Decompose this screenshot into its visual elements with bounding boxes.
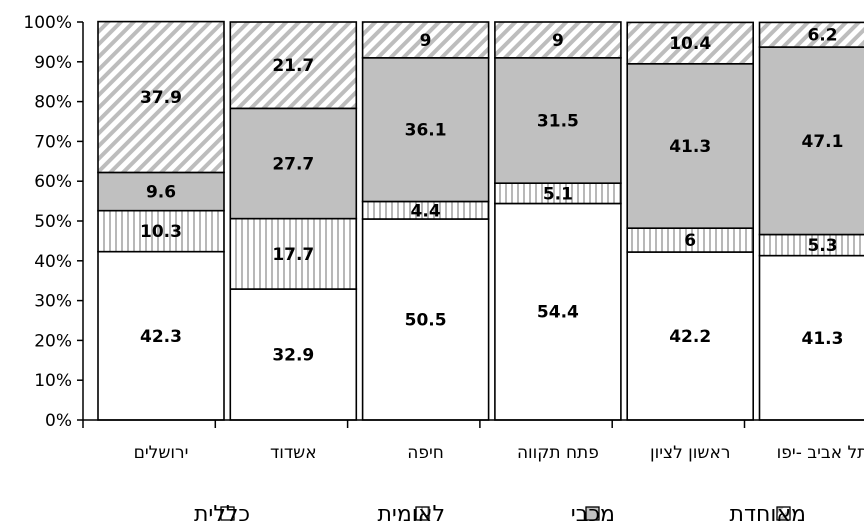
category-label: פתח תקווה xyxy=(517,443,599,463)
data-label: 6 xyxy=(684,231,696,251)
y-tick-label: 80% xyxy=(34,93,72,113)
bar-segment xyxy=(626,251,755,421)
bar-segment xyxy=(229,217,358,290)
bar-segment xyxy=(494,21,622,59)
bar-segment xyxy=(361,21,490,59)
category-label: ראשון לציון xyxy=(650,443,730,463)
bar-segment xyxy=(97,20,225,174)
bar-segment xyxy=(229,288,358,421)
y-tick-label: 50% xyxy=(34,212,72,232)
y-tick-label: 30% xyxy=(34,292,72,312)
data-label: 41.3 xyxy=(669,137,711,157)
legend-swatch xyxy=(776,506,791,521)
data-label: 42.3 xyxy=(140,327,182,347)
bar-segment xyxy=(97,250,225,421)
data-label: 5.1 xyxy=(543,184,573,204)
y-tick-label: 60% xyxy=(34,172,72,192)
bar-segment xyxy=(494,57,622,184)
data-label: 31.5 xyxy=(537,112,579,132)
y-tick-label: 90% xyxy=(34,53,72,73)
legend-swatch xyxy=(415,506,430,521)
bar-segment xyxy=(229,107,358,220)
data-label: 42.2 xyxy=(669,327,711,347)
category-label: חיפה xyxy=(407,443,444,463)
bar-segment xyxy=(229,21,358,110)
bar-segment xyxy=(758,46,864,236)
y-tick-label: 0% xyxy=(45,411,72,431)
data-label: 32.9 xyxy=(272,346,314,366)
bar-segment xyxy=(626,62,755,229)
y-tick-label: 10% xyxy=(34,371,72,391)
bar-segment xyxy=(758,254,864,421)
category-label: תל אביב -יפו xyxy=(777,443,864,463)
data-label: 9.6 xyxy=(146,183,176,203)
legend-label: כללית xyxy=(194,502,250,527)
legend-label: מכבי xyxy=(571,502,615,527)
data-label: 21.7 xyxy=(272,56,314,76)
data-label: 10.3 xyxy=(140,222,182,242)
data-label: 10.4 xyxy=(669,34,711,54)
data-label: 50.5 xyxy=(405,311,447,331)
y-tick-label: 70% xyxy=(34,132,72,152)
data-label: 41.3 xyxy=(802,329,844,349)
y-tick-label: 20% xyxy=(34,331,72,351)
data-label: 54.4 xyxy=(537,303,579,323)
data-label: 47.1 xyxy=(802,132,844,152)
legend-swatch xyxy=(220,506,235,521)
data-label: 9 xyxy=(552,31,564,51)
category-label: אשדוד xyxy=(270,443,317,463)
legend-label: לאומית xyxy=(377,502,445,527)
data-label: 4.4 xyxy=(411,201,441,221)
data-label: 17.7 xyxy=(272,245,314,265)
data-label: 9 xyxy=(420,31,432,51)
data-label: 37.9 xyxy=(140,88,182,108)
bar-segment xyxy=(494,202,622,421)
category-label: ירושלים xyxy=(134,443,189,463)
bar-segment xyxy=(97,209,225,253)
legend-swatch xyxy=(585,506,600,521)
bar-segment xyxy=(758,21,864,48)
y-tick-label: 100% xyxy=(23,13,72,33)
data-label: 36.1 xyxy=(405,121,447,141)
data-label: 6.2 xyxy=(807,26,837,46)
data-label: 27.7 xyxy=(272,154,314,174)
data-label: 5.3 xyxy=(807,236,837,256)
bar-segment xyxy=(626,21,755,65)
y-tick-label: 40% xyxy=(34,252,72,272)
legend-label: מאוחדת xyxy=(730,502,806,527)
